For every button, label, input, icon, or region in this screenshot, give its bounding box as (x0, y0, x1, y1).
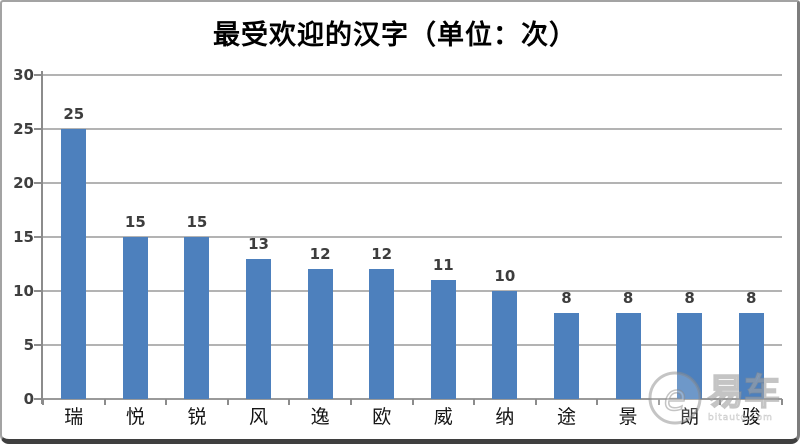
x-axis-label: 骏 (741, 406, 761, 428)
y-axis-tick (34, 182, 41, 184)
x-axis-tick (596, 399, 599, 405)
x-axis-tick (781, 399, 783, 405)
gridline (43, 290, 782, 292)
x-axis-label: 悦 (125, 406, 145, 428)
x-axis-label: 纳 (495, 406, 515, 428)
bar (369, 269, 395, 399)
y-axis-tick (34, 128, 41, 130)
bar-value-label: 15 (186, 213, 208, 231)
gridline (43, 236, 782, 238)
x-axis-label: 瑞 (64, 406, 84, 428)
x-axis-tick (349, 399, 352, 405)
y-axis-label: 15 (13, 228, 34, 246)
x-axis-label: 威 (433, 406, 453, 428)
bar (492, 291, 518, 399)
bar-value-label: 11 (432, 256, 454, 275)
bar (184, 237, 210, 399)
y-axis-tick (34, 236, 41, 238)
x-axis-label: 锐 (187, 406, 207, 428)
bar-value-label: 8 (684, 288, 695, 307)
plot-area: 30 25 20 15 10 5 0 25 瑞 15 悦 15 锐 13 风 12 逸 12 欧 11 威 10 纳 8 途 8 景… (13, 66, 783, 428)
x-axis-tick (719, 399, 722, 405)
x-axis-label: 欧 (372, 406, 392, 428)
x-axis-tick (473, 399, 476, 405)
bar-value-label: 12 (371, 245, 393, 264)
x-axis-label: 景 (618, 406, 638, 428)
bar-value-label: 10 (494, 267, 516, 285)
bar (307, 269, 333, 399)
bar (122, 237, 148, 399)
y-axis-label: 5 (23, 336, 34, 354)
y-axis-label: 10 (13, 282, 34, 300)
gridline (43, 74, 782, 76)
y-axis-line (41, 71, 43, 404)
bar (61, 129, 87, 399)
gridline (43, 344, 782, 346)
bar (553, 312, 579, 399)
y-axis-tick (34, 398, 41, 400)
x-axis-label: 朗 (680, 406, 700, 428)
y-axis-label: 25 (13, 120, 34, 138)
x-axis-tick (411, 399, 414, 405)
bar-value-label: 8 (745, 288, 757, 307)
x-axis-tick (288, 399, 291, 405)
x-axis-tick (534, 399, 537, 405)
y-axis-label: 20 (13, 174, 34, 192)
bar (246, 258, 272, 399)
x-axis-label: 逸 (310, 406, 330, 428)
y-axis-tick (34, 344, 41, 346)
bar-value-label: 12 (309, 245, 331, 264)
y-axis-label: 30 (13, 66, 34, 84)
bar-value-label: 25 (63, 105, 85, 123)
x-axis-tick (42, 399, 44, 405)
bar (738, 312, 764, 399)
bar-value-label: 13 (248, 234, 269, 253)
bar (677, 312, 703, 399)
x-axis-label: 风 (249, 406, 269, 428)
gridline (43, 182, 782, 184)
x-axis-tick (226, 399, 229, 405)
chart-title: 最受欢迎的汉字（单位：次） (213, 20, 577, 51)
bar (615, 312, 641, 399)
bar-value-label: 8 (622, 288, 634, 307)
bar (430, 280, 456, 399)
x-axis-tick (165, 399, 168, 405)
x-axis-tick (103, 399, 106, 405)
y-axis-label: 0 (23, 390, 34, 408)
y-axis-tick (34, 290, 41, 292)
gridline (43, 128, 782, 130)
bar-value-label: 8 (561, 288, 572, 307)
x-axis-label: 途 (556, 406, 576, 428)
bar-value-label: 15 (124, 213, 146, 231)
y-axis-tick (34, 74, 41, 76)
